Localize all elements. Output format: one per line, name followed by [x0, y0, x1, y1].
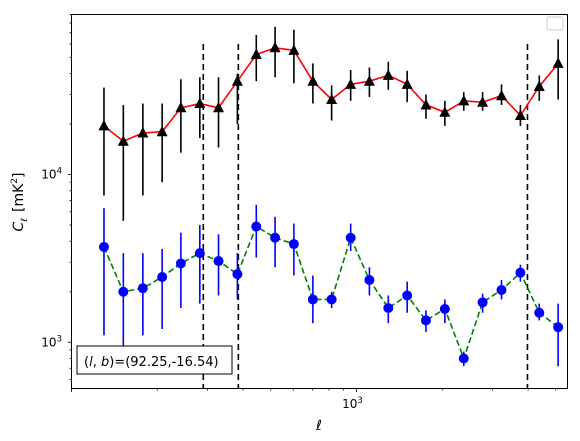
- y-tick-label: 103: [41, 334, 62, 349]
- annotation-text: (l, b)=(92.25,-16.54): [84, 355, 219, 370]
- series-1-point: [194, 97, 206, 109]
- series-2-point: [515, 267, 526, 278]
- series-2-point: [251, 221, 262, 232]
- series-2-point: [496, 284, 507, 295]
- series-1-point: [175, 101, 187, 113]
- series-2-point: [326, 294, 337, 305]
- annotation-box: (l, b)=(92.25,-16.54): [76, 345, 233, 375]
- series-2-point: [157, 271, 168, 282]
- series-1-point: [401, 78, 413, 89]
- series-1-point: [288, 44, 300, 55]
- series-2-point: [232, 269, 243, 280]
- series-2-point: [137, 283, 148, 294]
- series-2-point: [439, 303, 450, 314]
- plot-content: [98, 26, 564, 389]
- series-1-point: [345, 78, 357, 89]
- series-1-point: [439, 106, 451, 117]
- series-1-point: [363, 75, 375, 86]
- series-1-point: [458, 94, 470, 106]
- series-2-point: [307, 294, 318, 305]
- series-2-point: [458, 353, 469, 364]
- series-2-point: [118, 286, 129, 297]
- x-axis-label: ℓ: [315, 418, 322, 434]
- series-1-point: [137, 126, 149, 138]
- series-1-point: [552, 57, 564, 68]
- series-1-point: [307, 75, 319, 86]
- series-1-point: [326, 93, 338, 105]
- series-1-point: [533, 80, 545, 91]
- series-2-point: [420, 315, 431, 326]
- series-2-point: [534, 307, 545, 318]
- series-2-point: [345, 232, 356, 243]
- plot-frame: [71, 14, 568, 389]
- series-1-point: [117, 135, 129, 146]
- x-tick-label: 103: [342, 396, 363, 411]
- tick-labels: 103 103 104: [41, 167, 363, 411]
- series-2-point: [270, 232, 281, 243]
- series-2-point: [194, 248, 205, 259]
- series-2-point: [364, 275, 375, 286]
- series-2-point: [288, 239, 299, 250]
- series-1-point: [98, 119, 110, 131]
- series-1-point: [477, 96, 489, 107]
- legend-box: [546, 16, 564, 31]
- series-1-point: [250, 48, 262, 59]
- series-2-point: [175, 258, 186, 269]
- series-1-point: [156, 125, 168, 137]
- series-1-point: [420, 98, 432, 110]
- y-axis-label: Cℓ[mK2]: [10, 173, 30, 232]
- axis-ticks: [68, 14, 557, 392]
- series-2-point: [553, 322, 564, 333]
- series-1-point: [382, 69, 394, 80]
- series-1-point: [231, 75, 243, 86]
- series-2-point: [213, 256, 224, 267]
- series-2-point: [98, 241, 109, 252]
- series-2-point: [383, 303, 394, 314]
- series-1-point: [213, 101, 225, 113]
- series-1-point: [496, 89, 508, 101]
- series-1-point: [514, 109, 526, 120]
- y-tick-label: 104: [41, 167, 62, 182]
- series-2-point: [402, 290, 413, 301]
- series-1-point: [269, 41, 281, 53]
- series-2-point: [477, 297, 488, 308]
